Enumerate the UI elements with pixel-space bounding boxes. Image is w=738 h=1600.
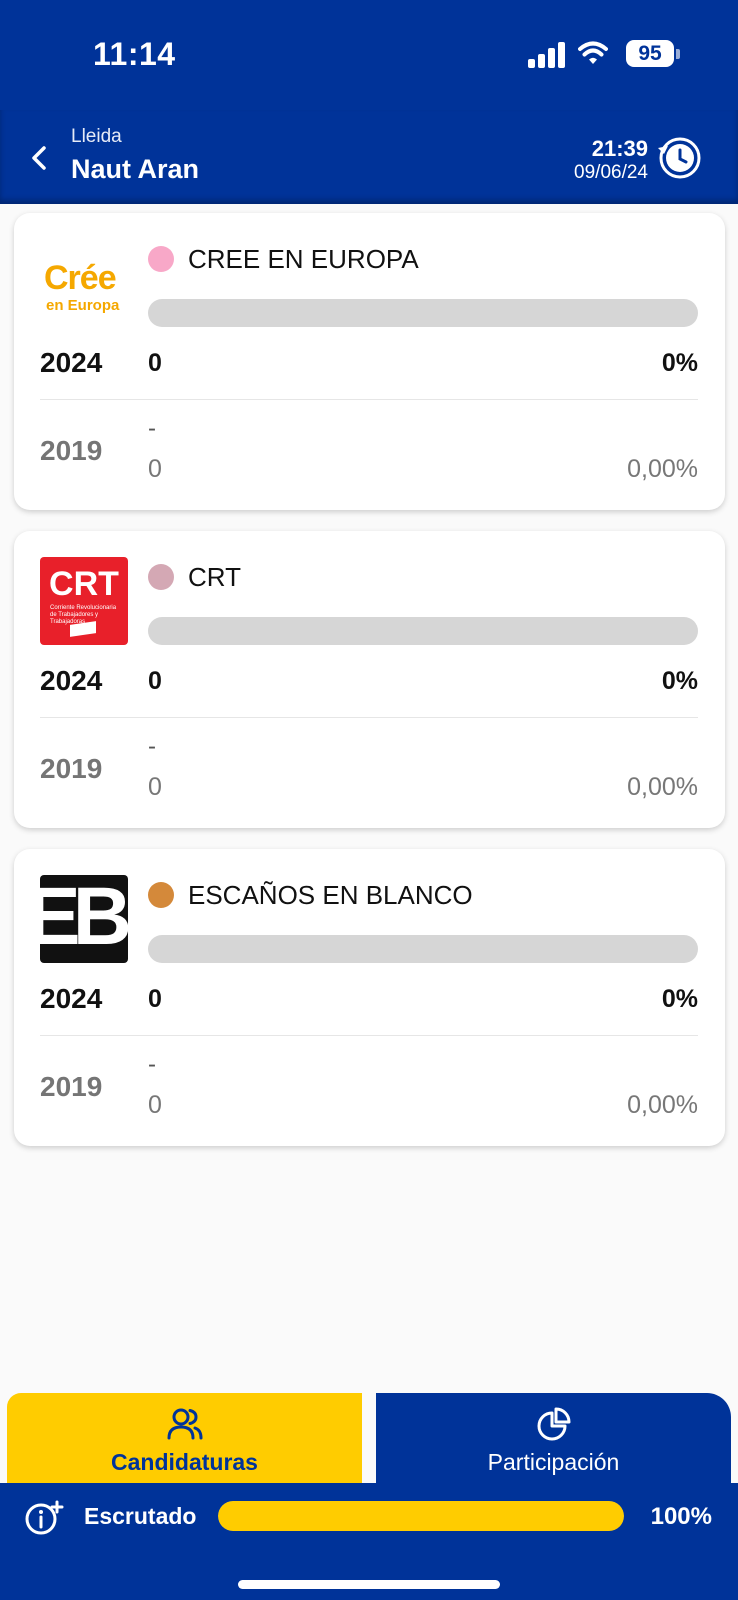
party-name: ESCAÑOS EN BLANCO bbox=[188, 880, 473, 910]
back-button[interactable] bbox=[26, 140, 54, 176]
scrutiny-bar: Escrutado 100% bbox=[0, 1483, 738, 1600]
votes-current: 0 bbox=[148, 667, 162, 695]
region-label: Lleida bbox=[71, 126, 122, 147]
cree-en-europa-logo: Crée en Europa bbox=[44, 259, 120, 314]
update-date: 09/06/24 bbox=[574, 162, 648, 183]
battery-icon: 95 bbox=[626, 40, 674, 67]
update-time: 21:39 bbox=[591, 136, 648, 161]
vote-share-bar bbox=[148, 299, 698, 327]
tab-participacion[interactable]: Participación bbox=[376, 1393, 731, 1491]
votes-current: 0 bbox=[148, 349, 162, 377]
scrutiny-label: Escrutado bbox=[84, 1503, 197, 1529]
users-icon bbox=[167, 1408, 202, 1440]
status-time: 11:14 bbox=[93, 36, 176, 72]
home-indicator bbox=[238, 1580, 500, 1589]
party-card: EB ESCAÑOS EN BLANCO 2024 0 0% 2019 - 0 … bbox=[14, 849, 725, 1146]
app-header: Lleida Naut Aran 21:39 09/06/24 bbox=[0, 110, 738, 204]
votes-previous: 0 bbox=[148, 773, 162, 801]
year-current: 2024 bbox=[40, 347, 103, 378]
page-title: Naut Aran bbox=[71, 154, 200, 184]
party-color-dot bbox=[148, 246, 174, 272]
vote-share-bar bbox=[148, 935, 698, 963]
crt-logo: CRT Corriente Revolucionaria de Trabajad… bbox=[40, 557, 128, 645]
party-name: CRT bbox=[188, 562, 241, 592]
battery-tip bbox=[676, 49, 680, 59]
percent-current: 0% bbox=[661, 349, 698, 377]
seats-previous: - bbox=[148, 415, 156, 442]
scrutiny-percent: 100% bbox=[650, 1503, 712, 1530]
party-card: CRT Corriente Revolucionaria de Trabajad… bbox=[14, 531, 725, 828]
tab-label: Participación bbox=[487, 1449, 620, 1475]
cellular-signal-icon bbox=[528, 40, 568, 68]
status-bar: 11:14 95 bbox=[0, 0, 738, 110]
percent-previous: 0,00% bbox=[627, 1091, 698, 1119]
divider bbox=[40, 717, 698, 718]
history-icon[interactable] bbox=[656, 134, 704, 182]
party-name: CREE EN EUROPA bbox=[188, 244, 419, 274]
party-card: Crée en Europa CREE EN EUROPA 2024 0 0% … bbox=[14, 213, 725, 510]
escanos-en-blanco-logo: EB bbox=[40, 875, 128, 963]
votes-previous: 0 bbox=[148, 1091, 162, 1119]
party-color-dot bbox=[148, 564, 174, 590]
percent-current: 0% bbox=[661, 985, 698, 1013]
percent-previous: 0,00% bbox=[627, 455, 698, 483]
year-previous: 2019 bbox=[40, 1071, 103, 1102]
tab-label: Candidaturas bbox=[111, 1449, 258, 1475]
votes-previous: 0 bbox=[148, 455, 162, 483]
year-previous: 2019 bbox=[40, 435, 103, 466]
percent-previous: 0,00% bbox=[627, 773, 698, 801]
info-plus-icon[interactable] bbox=[24, 1500, 64, 1536]
party-color-dot bbox=[148, 882, 174, 908]
scrutiny-progress bbox=[218, 1501, 624, 1531]
pie-chart-icon bbox=[537, 1407, 570, 1441]
seats-previous: - bbox=[148, 1051, 156, 1078]
year-current: 2024 bbox=[40, 665, 103, 696]
vote-share-bar bbox=[148, 617, 698, 645]
divider bbox=[40, 1035, 698, 1036]
year-current: 2024 bbox=[40, 983, 103, 1014]
percent-current: 0% bbox=[661, 667, 698, 695]
seats-previous: - bbox=[148, 733, 156, 760]
votes-current: 0 bbox=[148, 985, 162, 1013]
divider bbox=[40, 399, 698, 400]
wifi-icon bbox=[578, 41, 608, 64]
scrutiny-progress-fill bbox=[218, 1501, 624, 1531]
tab-candidaturas[interactable]: Candidaturas bbox=[7, 1393, 362, 1491]
year-previous: 2019 bbox=[40, 753, 103, 784]
